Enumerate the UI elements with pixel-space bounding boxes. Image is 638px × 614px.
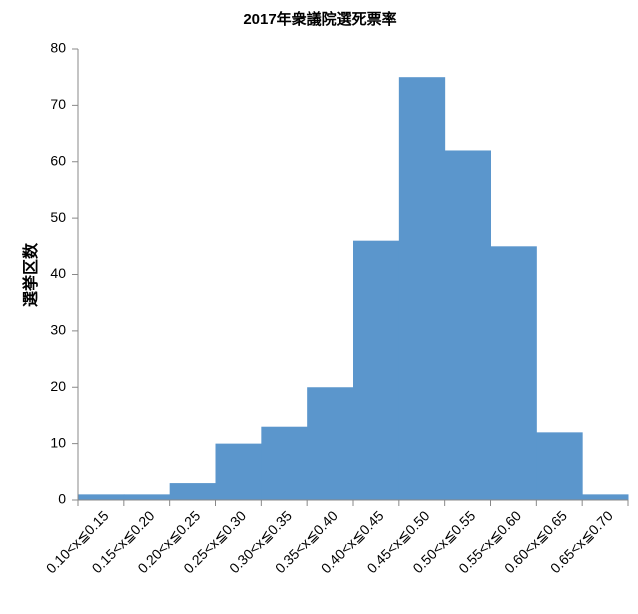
bar [78,494,125,500]
y-tick-label: 50 [50,209,66,225]
y-tick-label: 10 [50,434,66,450]
bar [169,483,216,500]
y-tick-label: 60 [50,152,66,168]
y-tick-label: 30 [50,322,66,338]
bar [582,494,629,500]
y-tick-label: 80 [50,40,66,56]
chart-title: 2017年衆議院選死票率 [243,10,396,28]
bar [123,494,171,500]
bar [215,443,262,500]
bar [536,432,583,500]
y-tick-label: 70 [50,96,66,112]
bar [398,77,446,500]
bar [307,387,354,500]
y-tick-label: 20 [50,378,66,394]
y-axis-label: 選挙区数 [21,242,40,307]
bar [353,240,400,501]
bar [261,426,308,500]
bar [490,246,537,500]
y-tick-label: 40 [50,265,66,281]
y-tick-label: 0 [58,491,66,507]
bar [444,150,491,500]
